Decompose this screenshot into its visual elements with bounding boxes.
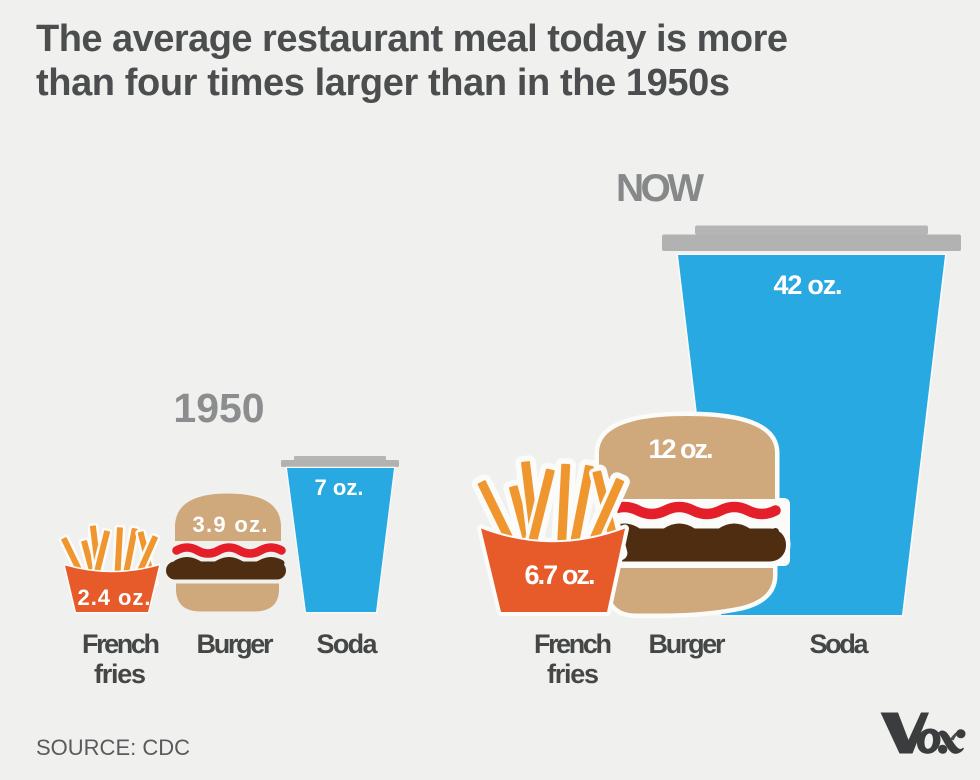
- svg-text:3.9 oz.: 3.9 oz.: [193, 512, 268, 537]
- svg-text:French: French: [534, 629, 612, 659]
- svg-text:French: French: [82, 629, 160, 659]
- svg-text:6.7 oz.: 6.7 oz.: [525, 560, 596, 590]
- svg-text:SOURCE: CDC: SOURCE: CDC: [36, 735, 190, 760]
- svg-text:42 oz.: 42 oz.: [774, 270, 843, 300]
- svg-text:1950: 1950: [173, 385, 264, 431]
- svg-text:2.4 oz.: 2.4 oz.: [78, 585, 151, 610]
- svg-text:The average restaurant meal to: The average restaurant meal today is mor…: [36, 18, 788, 60]
- svg-text:Soda: Soda: [810, 629, 870, 659]
- svg-text:12 oz.: 12 oz.: [649, 434, 714, 464]
- svg-text:Soda: Soda: [317, 629, 379, 659]
- svg-text:than four times larger than in: than four times larger than in the 1950s: [36, 62, 730, 104]
- svg-text:fries: fries: [547, 659, 599, 689]
- svg-text:NOW: NOW: [616, 167, 704, 210]
- svg-text:fries: fries: [94, 659, 146, 689]
- svg-text:Burger: Burger: [197, 629, 274, 659]
- svg-text:7 oz.: 7 oz.: [315, 475, 364, 500]
- svg-text:Burger: Burger: [649, 629, 726, 659]
